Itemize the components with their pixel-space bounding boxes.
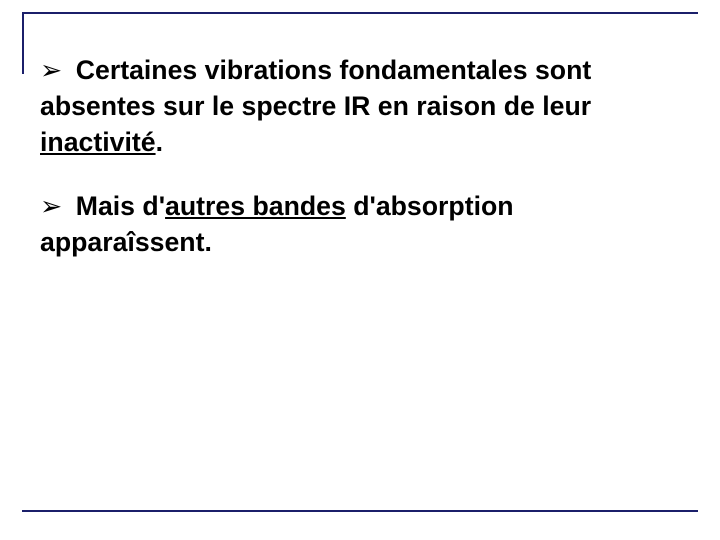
arrow-icon: ➢ [40,52,62,88]
bullet-1-run-3: . [156,127,163,157]
frame-border-left [22,12,24,74]
bullet-2-run-1: Mais d' [76,191,165,221]
arrow-icon: ➢ [40,188,62,224]
slide-content: ➢ Certaines vibrations fondamentales son… [40,52,680,288]
bullet-2-run-2: autres bandes [165,191,346,221]
bullet-1-run-1: Certaines vibrations fondamentales sont … [40,55,591,121]
bullet-1-run-2: inactivité [40,127,156,157]
bullet-2: ➢ Mais d'autres bandes d'absorption appa… [40,188,680,260]
frame-border-top [22,12,698,14]
bullet-1: ➢ Certaines vibrations fondamentales son… [40,52,680,160]
frame-border-bottom [22,510,698,512]
slide: ➢ Certaines vibrations fondamentales son… [0,0,720,540]
